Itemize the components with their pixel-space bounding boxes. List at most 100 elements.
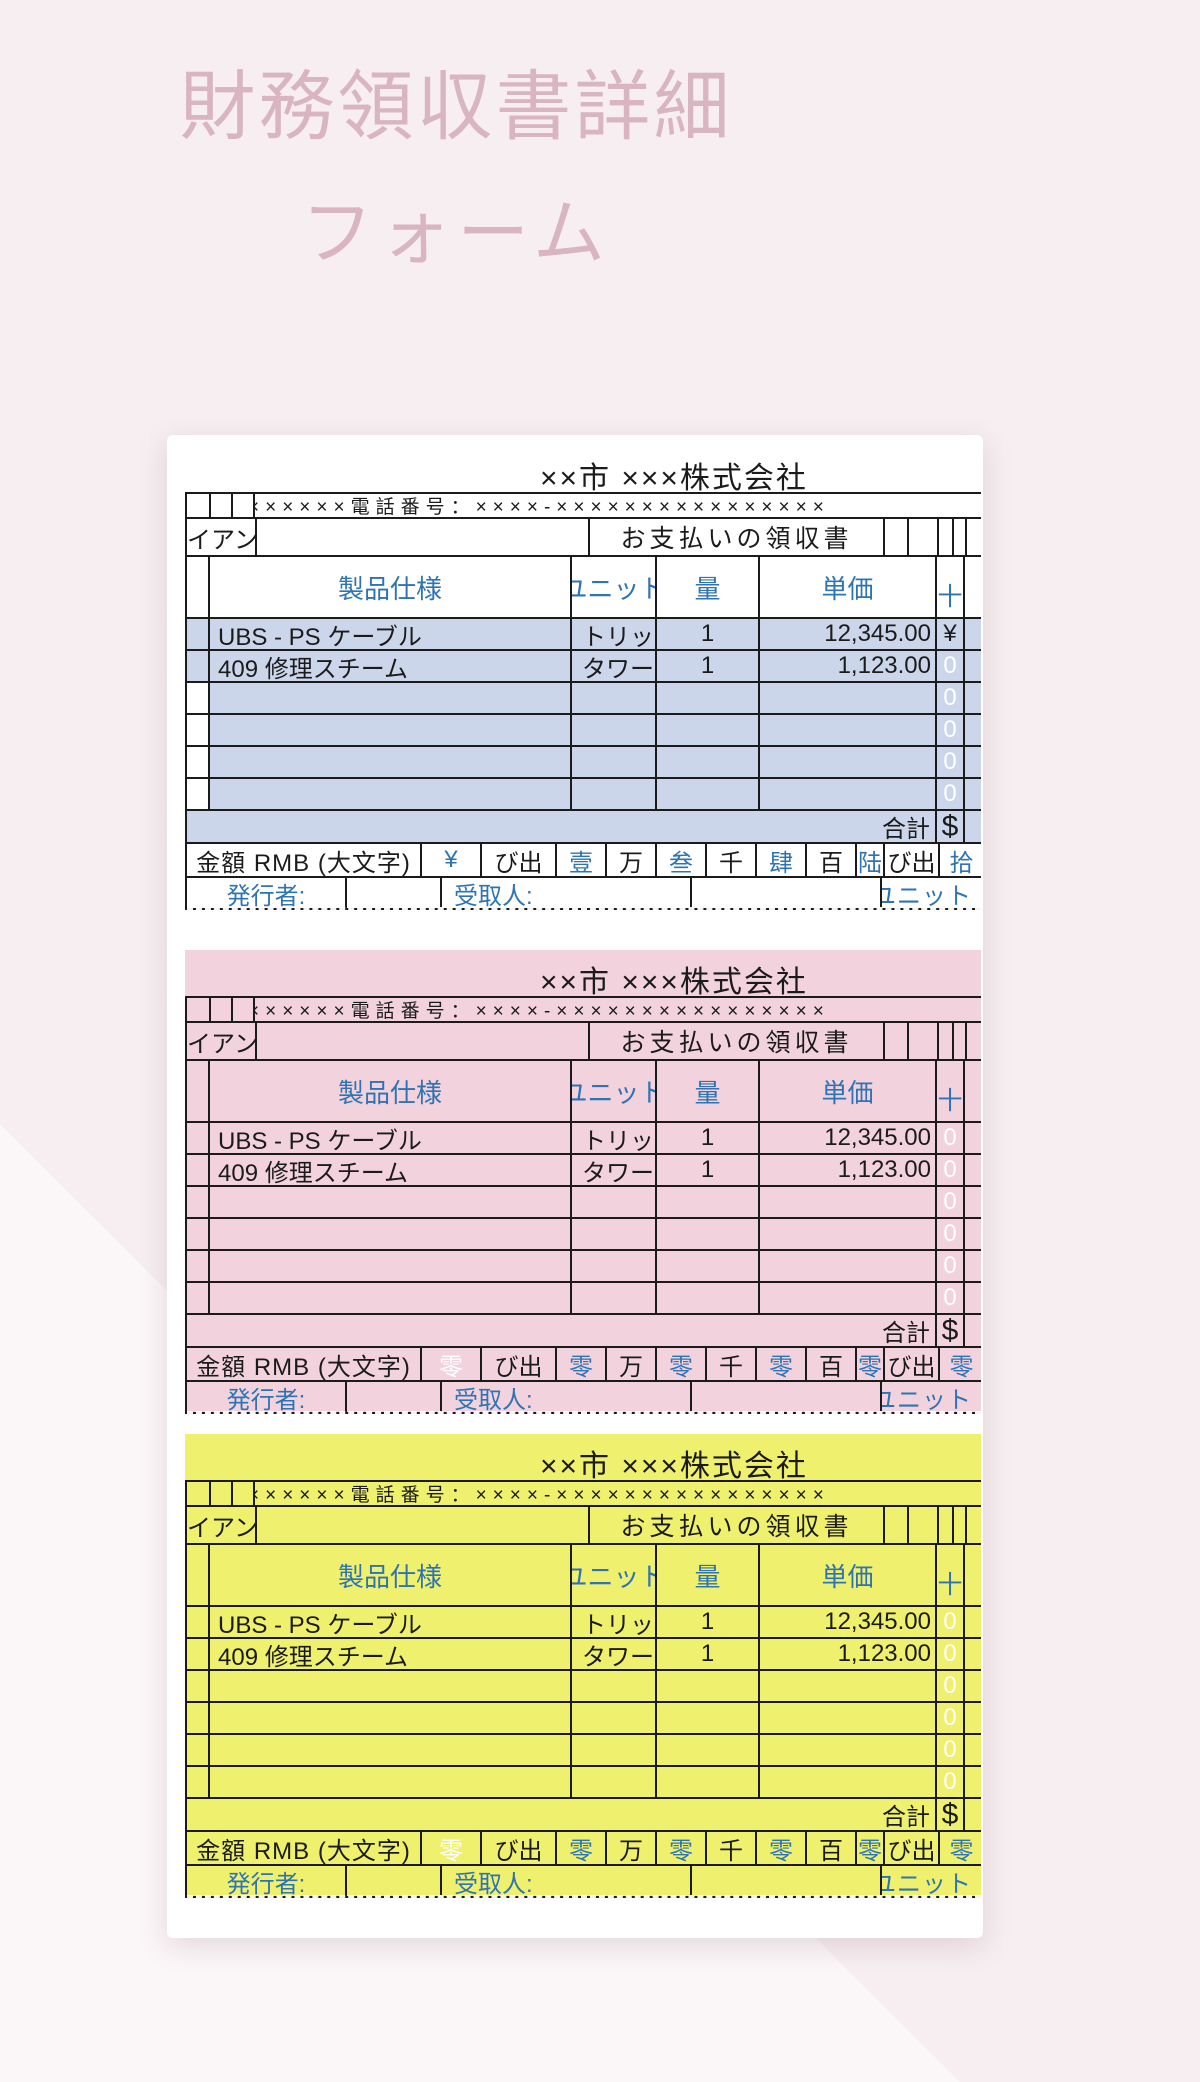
- page-title-line1: 財務領収書詳細: [179, 65, 733, 150]
- amount-digit-cell: 零: [657, 1348, 707, 1380]
- qty-cell: [657, 715, 760, 745]
- col-header-digit: 十: [937, 1545, 965, 1605]
- empty-cell: [965, 557, 981, 617]
- empty-cell: [885, 1507, 909, 1543]
- price-cell: 1,123.00: [760, 1155, 937, 1185]
- table-row: 0: [185, 1703, 981, 1735]
- table-row: 0: [185, 1251, 981, 1283]
- price-cell: [760, 1283, 937, 1313]
- table-row: 0: [185, 747, 981, 779]
- empty-cell: [211, 494, 233, 517]
- price-cell: [760, 779, 937, 809]
- amount-label-cell: 金額 RMB (大文字): [187, 1348, 422, 1380]
- table-row: UBS - PS ケーブル トリッ 1 12,345.00 0: [185, 1123, 981, 1155]
- amount-digit-cell: 零: [557, 1832, 607, 1864]
- total-currency-cell: $: [937, 810, 965, 843]
- company-row: ××市 ×××株式会社: [185, 1434, 981, 1483]
- amount-digit-cell: ¥: [422, 844, 482, 876]
- client-name-cell: イアン: [187, 1507, 257, 1543]
- empty-cell: [965, 1155, 981, 1185]
- amount-digit-cell: び出: [885, 844, 940, 876]
- signature-row: 発行者: 受取人: ユニット: [185, 1866, 981, 1898]
- table-row: 0: [185, 1283, 981, 1315]
- empty-cell: [187, 1283, 210, 1313]
- digit-cell: 0: [937, 715, 965, 745]
- phone-row: ××××××電話番号：××××-××××××××××××××××: [185, 492, 981, 519]
- empty-cell: [211, 998, 233, 1021]
- product-cell: UBS - PS ケーブル: [210, 1607, 572, 1637]
- price-cell: [760, 1251, 937, 1281]
- column-header-row: 製品仕様 ユニット 量 単価 十: [185, 1061, 981, 1123]
- col-header-unit: ユニット: [572, 557, 657, 617]
- price-cell: 12,345.00: [760, 619, 937, 649]
- empty-cell: [967, 1023, 981, 1059]
- amount-digit-cell: び出: [885, 1832, 940, 1864]
- qty-cell: [657, 1703, 760, 1733]
- digit-cell: 0: [937, 1671, 965, 1701]
- company-row: ××市 ×××株式会社: [185, 950, 981, 999]
- price-cell: 12,345.00: [760, 1607, 937, 1637]
- digit-cell: 0: [937, 651, 965, 681]
- col-header-unit: ユニット: [572, 1061, 657, 1121]
- column-header-row: 製品仕様 ユニット 量 単価 十: [185, 557, 981, 619]
- col-header-qty: 量: [657, 1061, 760, 1121]
- qty-cell: 1: [657, 651, 760, 681]
- empty-cell: [954, 519, 967, 555]
- empty-cell: [965, 651, 981, 681]
- empty-cell: [885, 519, 909, 555]
- amount-digit-cell: 万: [607, 844, 657, 876]
- amount-digit-cell: 零: [857, 1348, 885, 1380]
- empty-cell: [187, 494, 211, 517]
- page-title-line2: フォーム: [301, 194, 611, 274]
- amount-digit-cell: び出: [482, 844, 557, 876]
- table-row: 409 修理スチーム タワー 1 1,123.00 0: [185, 1155, 981, 1187]
- qty-cell: [657, 1671, 760, 1701]
- unit-cell: [572, 1767, 657, 1797]
- empty-cell: [187, 1187, 210, 1217]
- receipt-form-pink: ××市 ×××株式会社 ××××××電話番号：××××-××××××××××××…: [185, 950, 981, 1414]
- empty-cell: [257, 1023, 590, 1059]
- col-header-product: 製品仕様: [210, 557, 572, 617]
- empty-cell: [965, 1251, 981, 1281]
- amount-digit-cell: 零: [422, 1832, 482, 1864]
- amount-label-cell: 金額 RMB (大文字): [187, 1832, 422, 1864]
- client-name-cell: イアン: [187, 519, 257, 555]
- product-cell: [210, 1735, 572, 1765]
- receiver-label-cell: 受取人:: [442, 1866, 692, 1896]
- client-name-cell: イアン: [187, 1023, 257, 1059]
- receipt-card: ××市 ×××株式会社 ××××××電話番号：××××-××××××××××××…: [167, 435, 983, 1938]
- column-header-row: 製品仕様 ユニット 量 単価 十: [185, 1545, 981, 1607]
- issuer-label-cell: 発行者:: [187, 1382, 347, 1412]
- table-row: 409 修理スチーム タワー 1 1,123.00 0: [185, 1639, 981, 1671]
- unit-cell: [572, 779, 657, 809]
- amount-digit-cell: 百: [807, 844, 857, 876]
- product-cell: [210, 1251, 572, 1281]
- table-row: UBS - PS ケーブル トリッ 1 12,345.00 0: [185, 1607, 981, 1639]
- amount-digit-cell: 零: [422, 1348, 482, 1380]
- price-cell: 12,345.00: [760, 1123, 937, 1153]
- qty-cell: [657, 747, 760, 777]
- price-cell: 1,123.00: [760, 651, 937, 681]
- empty-cell: [187, 1545, 210, 1605]
- receiver-label-cell: 受取人:: [442, 1382, 692, 1412]
- total-label-cell: 合計: [187, 1799, 937, 1830]
- price-cell: [760, 747, 937, 777]
- total-row: 合計 $: [185, 1314, 981, 1348]
- amount-digit-cell: 零: [657, 1832, 707, 1864]
- digit-cell: 0: [937, 1283, 965, 1313]
- amount-digit-cell: 零: [557, 1348, 607, 1380]
- phone-line: ××××××電話番号：××××-××××××××××××××××: [255, 1001, 830, 1021]
- total-row: 合計 $: [185, 810, 981, 844]
- unit-cell: トリッ: [572, 619, 657, 649]
- empty-cell: [187, 1671, 210, 1701]
- client-row: イアン お支払いの領収書: [185, 519, 981, 557]
- product-cell: [210, 1187, 572, 1217]
- price-cell: [760, 1703, 937, 1733]
- product-cell: [210, 1767, 572, 1797]
- unit-cell: タワー: [572, 1639, 657, 1669]
- empty-cell: [257, 1507, 590, 1543]
- empty-cell: [965, 1799, 981, 1830]
- table-row: 0: [185, 1767, 981, 1799]
- qty-cell: [657, 1219, 760, 1249]
- empty-cell: [965, 1671, 981, 1701]
